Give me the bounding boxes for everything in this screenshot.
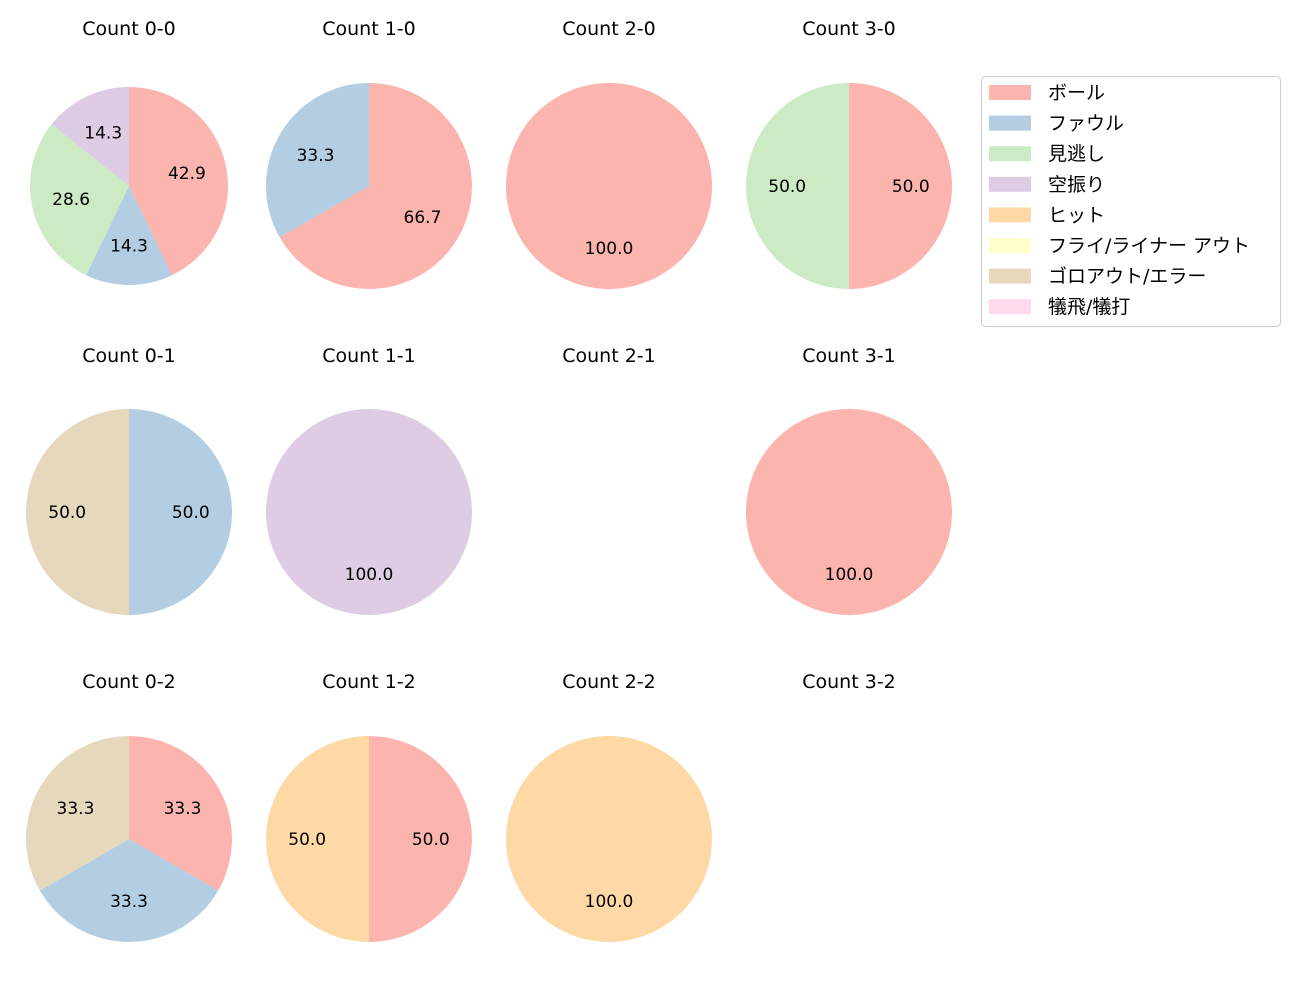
pie-title: Count 2-0 xyxy=(562,18,656,40)
legend-label: 空振り xyxy=(1048,174,1105,196)
pie-count-1-2: Count 1-2 50.0 50.0 xyxy=(266,671,472,942)
pie-slice xyxy=(849,83,952,289)
legend-item: 見逃し xyxy=(989,143,1105,165)
pie-title: Count 1-1 xyxy=(322,345,416,367)
legend-item: 犠飛/犠打 xyxy=(989,296,1130,318)
pie-slice xyxy=(266,409,472,615)
pie-count-2-1: Count 2-1 xyxy=(562,345,656,367)
slice-label: 100.0 xyxy=(345,565,394,585)
pie-slice xyxy=(26,736,130,891)
legend-swatch xyxy=(989,85,1031,100)
pie-slice xyxy=(86,186,172,285)
slice-label: 33.3 xyxy=(57,799,95,819)
pie-count-3-0: Count 3-0 50.0 50.0 xyxy=(746,18,952,289)
slice-label: 33.3 xyxy=(164,799,202,819)
legend-item: フライ/ライナー アウト xyxy=(989,235,1250,257)
legend-swatch xyxy=(989,238,1031,253)
slice-label: 50.0 xyxy=(288,830,326,850)
pie-slice xyxy=(506,736,712,942)
pie-slice xyxy=(51,87,130,186)
pie-count-1-0: Count 1-0 66.7 33.3 xyxy=(266,18,472,289)
pie-slice xyxy=(26,409,129,615)
slice-label: 28.6 xyxy=(52,190,90,210)
pie-title: Count 1-2 xyxy=(322,671,416,693)
legend-swatch xyxy=(989,268,1031,284)
pie-slice xyxy=(279,83,472,289)
slice-label: 100.0 xyxy=(825,565,874,585)
pie-slice xyxy=(39,839,219,942)
legend-swatch xyxy=(989,299,1031,315)
slice-label: 50.0 xyxy=(48,503,86,523)
legend-swatch xyxy=(989,176,1031,192)
pie-slice xyxy=(369,736,472,942)
pie-slice xyxy=(266,83,369,238)
pie-title: Count 2-2 xyxy=(562,671,656,693)
pie-slice xyxy=(129,409,232,615)
slice-label: 33.3 xyxy=(297,146,335,166)
pie-title: Count 0-1 xyxy=(82,345,176,367)
legend-label: 見逃し xyxy=(1048,143,1105,165)
pie-title: Count 3-1 xyxy=(802,345,896,367)
pie-count-0-2: Count 0-2 33.3 33.3 33.3 xyxy=(26,671,232,942)
pie-count-0-1: Count 0-1 50.0 50.0 xyxy=(26,345,232,615)
legend-label: ゴロアウト/エラー xyxy=(1048,266,1206,288)
pie-slice xyxy=(29,124,129,276)
slice-label: 50.0 xyxy=(412,830,450,850)
pie-count-3-2: Count 3-2 xyxy=(802,671,896,693)
pie-slice xyxy=(266,736,369,942)
pie-slice xyxy=(746,409,952,615)
pie-slice xyxy=(129,87,228,276)
legend-label: ボール xyxy=(1048,82,1105,104)
legend-swatch xyxy=(989,207,1031,223)
pie-title: Count 3-2 xyxy=(802,671,896,693)
slice-label: 14.3 xyxy=(84,123,122,143)
slice-label: 14.3 xyxy=(110,236,148,256)
pie-slice xyxy=(746,83,849,289)
slice-label: 100.0 xyxy=(585,239,634,259)
legend-item: 空振り xyxy=(989,174,1105,196)
pie-title: Count 0-2 xyxy=(82,671,176,693)
legend-label: 犠飛/犠打 xyxy=(1048,296,1130,318)
pie-count-2-2: Count 2-2 100.0 xyxy=(506,671,712,942)
slice-label: 50.0 xyxy=(172,503,210,523)
slice-label: 66.7 xyxy=(404,208,442,228)
slice-label: 50.0 xyxy=(892,177,930,197)
pie-title: Count 1-0 xyxy=(322,18,416,40)
legend-label: ファウル xyxy=(1048,113,1124,135)
pie-count-2-0: Count 2-0 100.0 xyxy=(506,18,712,289)
legend-item: ファウル xyxy=(989,113,1124,135)
legend-swatch xyxy=(989,146,1031,162)
legend-label: フライ/ライナー アウト xyxy=(1048,235,1250,257)
legend-label: ヒット xyxy=(1048,204,1105,226)
pie-title: Count 2-1 xyxy=(562,345,656,367)
legend-item: ゴロアウト/エラー xyxy=(989,266,1206,288)
legend-frame xyxy=(981,76,1281,327)
slice-label: 42.9 xyxy=(168,164,206,184)
legend-item: ボール xyxy=(989,82,1105,104)
legend-swatch xyxy=(989,115,1031,131)
pie-title: Count 3-0 xyxy=(802,18,896,40)
pie-title: Count 0-0 xyxy=(82,18,176,40)
pie-slice xyxy=(129,736,232,891)
slice-label: 33.3 xyxy=(110,892,148,912)
pie-count-3-1: Count 3-1 100.0 xyxy=(746,345,952,615)
pie-count-0-0: Count 0-0 42.9 14.3 28.6 14.3 xyxy=(29,18,228,285)
pie-slice xyxy=(506,83,712,289)
slice-label: 50.0 xyxy=(768,177,806,197)
slice-label: 100.0 xyxy=(585,892,634,912)
legend-item: ヒット xyxy=(989,204,1105,226)
pie-count-1-1: Count 1-1 100.0 xyxy=(266,345,472,615)
